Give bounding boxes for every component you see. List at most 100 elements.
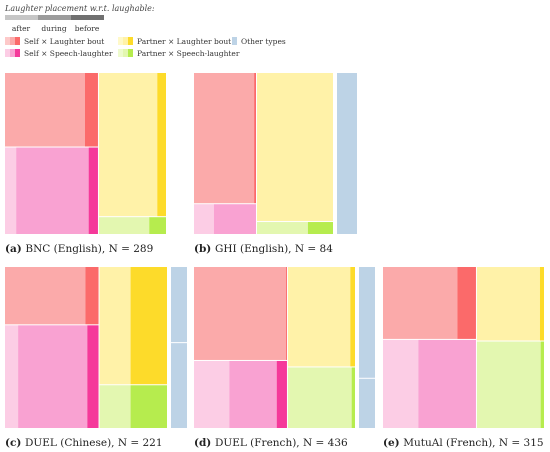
cell-partner-laughter-during (257, 73, 333, 222)
cell-partner-laughter-during (99, 267, 131, 385)
legend-swatch (128, 37, 133, 45)
cell-self-laughter-during (194, 267, 287, 360)
caption-letter: (c) (5, 437, 25, 449)
cell-partner-speech-during (476, 341, 541, 428)
cell-self-speech-after (194, 360, 230, 428)
legend-label: Partner × Laughter bout (137, 37, 231, 46)
cell-self-speech-during (18, 325, 88, 428)
cell-self-laughter-during (383, 267, 458, 339)
cell-self-speech-after (194, 204, 214, 234)
cell-self-speech-after (5, 325, 19, 428)
cell-partner-speech-before (130, 385, 167, 428)
cell-partner-speech-before (540, 341, 544, 428)
cell-partner-laughter-before (350, 267, 355, 367)
cell-self-speech-during (229, 360, 277, 428)
legend-item-other: Other types (232, 37, 286, 46)
caption-letter: (b) (194, 243, 215, 255)
cell-partner-speech-during (98, 217, 150, 234)
legend-label: Other types (241, 37, 286, 46)
cell-partner-laughter-before (539, 267, 544, 341)
chart-panels: (a) BNC (English), N = 289 (b) GHI (Engli… (5, 73, 544, 449)
category-legend: Self × Laughter bout Self × Speech-laught… (5, 37, 286, 58)
cell-self-laughter-before (85, 267, 99, 325)
caption-text: MutuAl (French), N = 315 (403, 437, 543, 449)
legend-swatch (123, 49, 128, 57)
legend-swatch (118, 37, 123, 45)
placement-swatch-after (5, 15, 38, 20)
cell-self-speech-before (87, 325, 99, 428)
panel-caption: (b) GHI (English), N = 84 (194, 243, 333, 255)
placement-scale: after during before (5, 15, 104, 33)
placement-label-before: before (75, 24, 100, 33)
panel-caption: (a) BNC (English), N = 289 (5, 243, 153, 255)
legend-swatch (15, 49, 20, 57)
cell-self-laughter-before (84, 73, 98, 147)
panel-a: (a) BNC (English), N = 289 (5, 73, 166, 255)
caption-letter: (e) (383, 437, 403, 449)
legend-item-partner-laughter: Partner × Laughter bout (118, 37, 231, 46)
placement-swatch-during (38, 15, 71, 20)
cell-self-laughter-during (5, 73, 85, 147)
legend: Laughter placement w.r.t. laughable: aft… (4, 4, 286, 58)
cell-partner-speech-before (307, 222, 333, 234)
legend-swatch (10, 49, 15, 57)
cell-partner-laughter-during (287, 267, 351, 367)
caption-text: DUEL (Chinese), N = 221 (25, 437, 163, 449)
cell-partner-laughter-during (98, 73, 158, 217)
cell-partner-speech-during (287, 367, 352, 428)
legend-swatch (5, 49, 10, 57)
cell-other-types (337, 73, 357, 234)
cell-other-types (171, 343, 187, 428)
caption-text: DUEL (French), N = 436 (215, 437, 348, 449)
panel-c: (c) DUEL (Chinese), N = 221 (5, 267, 187, 449)
legend-label: Self × Laughter bout (24, 37, 104, 46)
cell-self-speech-after (5, 147, 17, 234)
legend-label: Self × Speech-laughter (24, 49, 113, 58)
placement-label-during: during (41, 24, 66, 33)
cell-partner-speech-during (257, 222, 308, 234)
cell-self-laughter-during (5, 267, 86, 325)
cell-self-laughter-before (254, 73, 256, 204)
cell-partner-laughter-before (157, 73, 166, 217)
legend-swatch (123, 37, 128, 45)
caption-letter: (a) (5, 243, 25, 255)
cell-self-laughter-during (194, 73, 255, 204)
panel-caption: (d) DUEL (French), N = 436 (194, 437, 348, 449)
cell-partner-speech-before (149, 217, 166, 234)
panel-d: (d) DUEL (French), N = 436 (194, 267, 375, 449)
cell-self-speech-during (16, 147, 89, 234)
legend-swatch (5, 37, 10, 45)
caption-text: BNC (English), N = 289 (25, 243, 153, 255)
panel-caption: (e) MutuAl (French), N = 315 (383, 437, 544, 449)
cell-self-speech-during (418, 339, 476, 428)
cell-self-speech-during (213, 204, 256, 234)
panel-b: (b) GHI (English), N = 84 (194, 73, 357, 255)
cell-self-speech-before (276, 360, 287, 428)
legend-swatch (128, 49, 133, 57)
legend-swatch (232, 37, 237, 45)
panel-e: (e) MutuAl (French), N = 315 (383, 267, 544, 449)
cell-partner-speech-during (99, 385, 131, 428)
legend-item-self-laughter: Self × Laughter bout (5, 37, 104, 46)
cell-self-speech-before (88, 147, 98, 234)
legend-swatch (118, 49, 123, 57)
legend-swatch (15, 37, 20, 45)
placement-legend-title: Laughter placement w.r.t. laughable: (4, 4, 155, 13)
cell-self-laughter-before (457, 267, 476, 339)
placement-swatch-before (71, 15, 104, 20)
cell-self-speech-after (383, 339, 419, 428)
cell-partner-laughter-during (476, 267, 540, 341)
cell-self-laughter-before (286, 267, 287, 360)
caption-letter: (d) (194, 437, 215, 449)
placement-label-after: after (12, 24, 31, 33)
cell-partner-speech-before (351, 367, 355, 428)
cell-other-types (359, 267, 375, 378)
caption-text: GHI (English), N = 84 (215, 243, 333, 255)
cell-partner-laughter-before (130, 267, 167, 385)
legend-swatch (10, 37, 15, 45)
legend-label: Partner × Speech-laughter (137, 49, 240, 58)
panel-caption: (c) DUEL (Chinese), N = 221 (5, 437, 163, 449)
legend-item-partner-speech: Partner × Speech-laughter (118, 49, 240, 58)
cell-other-types (359, 378, 375, 428)
